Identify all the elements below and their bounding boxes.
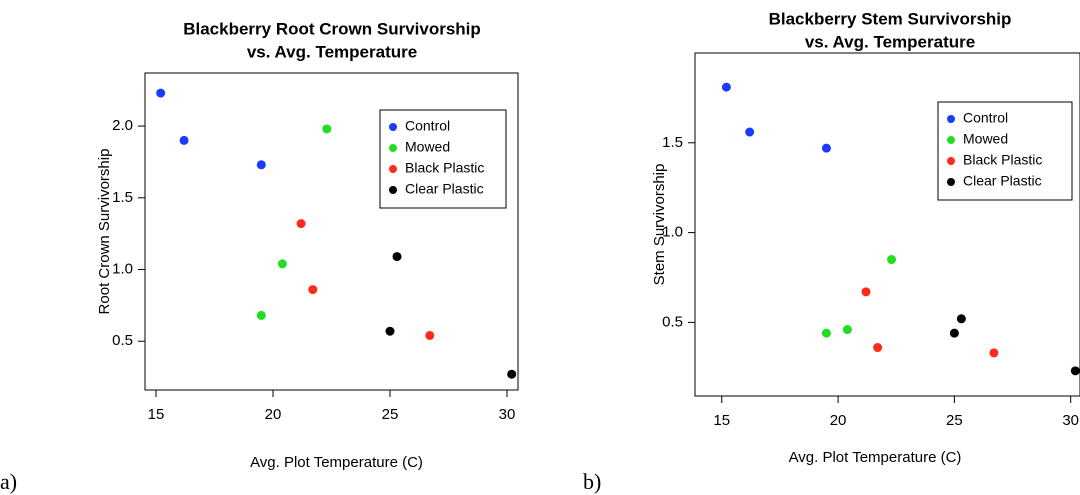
legend-marker bbox=[947, 157, 955, 165]
x-tick-label: 20 bbox=[830, 412, 847, 429]
legend-label: Clear Plastic bbox=[405, 181, 484, 197]
point bbox=[156, 88, 166, 98]
x-tick-label: 30 bbox=[1062, 412, 1079, 429]
panel-label: b) bbox=[583, 469, 601, 494]
point bbox=[956, 314, 966, 324]
legend-marker bbox=[389, 186, 397, 194]
y-axis-label: Stem Survivorship bbox=[651, 164, 668, 286]
legend-label: Control bbox=[405, 118, 450, 134]
point bbox=[821, 143, 831, 153]
legend-marker bbox=[389, 123, 397, 131]
legend-marker bbox=[947, 136, 955, 144]
point bbox=[842, 325, 852, 335]
plot-frame bbox=[144, 72, 519, 391]
y-tick-label: 1.5 bbox=[662, 134, 683, 151]
x-tick-label: 30 bbox=[499, 406, 516, 423]
x-tick-label: 25 bbox=[382, 406, 399, 423]
x-tick-label: 20 bbox=[265, 406, 282, 423]
y-tick-label: 0.5 bbox=[662, 313, 683, 330]
point bbox=[887, 255, 897, 265]
legend-label: Black Plastic bbox=[963, 152, 1042, 168]
chart-title: Blackberry Root Crown Survivorship bbox=[183, 19, 481, 38]
plot-frame bbox=[694, 52, 1080, 397]
legend-label: Black Plastic bbox=[405, 160, 484, 176]
y-tick-label: 1.0 bbox=[662, 224, 683, 241]
legend-marker bbox=[389, 144, 397, 152]
y-tick-label: 1.5 bbox=[112, 189, 133, 206]
legend-box bbox=[379, 109, 507, 209]
legend-marker bbox=[947, 178, 955, 186]
chart-title: Blackberry Stem Survivorship bbox=[769, 9, 1012, 28]
legend-label: Mowed bbox=[963, 131, 1008, 147]
point bbox=[277, 259, 287, 269]
legend-label: Mowed bbox=[405, 139, 450, 155]
chart-title: vs. Avg. Temperature bbox=[805, 32, 975, 51]
point bbox=[256, 160, 266, 170]
point bbox=[721, 82, 731, 92]
x-axis-label: Avg. Plot Temperature (C) bbox=[250, 454, 423, 471]
point bbox=[296, 219, 306, 229]
x-tick-label: 15 bbox=[148, 406, 165, 423]
chart-title: vs. Avg. Temperature bbox=[247, 42, 417, 61]
point bbox=[256, 310, 266, 320]
point bbox=[507, 369, 517, 379]
point bbox=[179, 135, 189, 145]
point bbox=[861, 287, 871, 297]
legend-label: Clear Plastic bbox=[963, 173, 1042, 189]
legend-label: Control bbox=[963, 110, 1008, 126]
y-tick-label: 2.0 bbox=[112, 117, 133, 134]
x-axis-label: Avg. Plot Temperature (C) bbox=[789, 449, 962, 466]
point bbox=[949, 328, 959, 338]
panel-label: a) bbox=[0, 469, 17, 494]
point bbox=[308, 285, 318, 295]
y-tick-label: 1.0 bbox=[112, 260, 133, 277]
point bbox=[745, 127, 755, 137]
point bbox=[392, 252, 402, 262]
point bbox=[1070, 366, 1080, 376]
legend-marker bbox=[947, 115, 955, 123]
x-tick-label: 15 bbox=[713, 412, 730, 429]
point bbox=[385, 326, 395, 336]
y-axis-label: Root Crown Survivorship bbox=[96, 149, 113, 315]
point bbox=[425, 330, 435, 340]
point bbox=[322, 124, 332, 134]
legend-marker bbox=[389, 165, 397, 173]
x-tick-label: 25 bbox=[946, 412, 963, 429]
y-tick-label: 0.5 bbox=[112, 332, 133, 349]
point bbox=[873, 343, 883, 353]
point bbox=[821, 328, 831, 338]
legend-box bbox=[937, 101, 1073, 201]
point bbox=[989, 348, 999, 358]
